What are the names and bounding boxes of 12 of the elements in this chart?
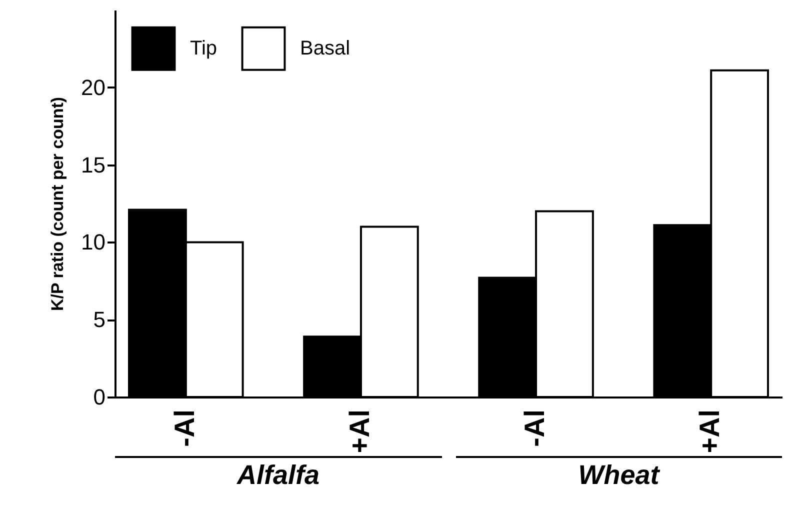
y-axis-title: K/P ratio (count per count)	[48, 96, 68, 312]
y-tick-label: 20	[81, 74, 106, 100]
legend-label: Basal	[300, 38, 350, 60]
y-tick-label: 5	[93, 307, 106, 332]
y-tick-label: 15	[81, 152, 106, 178]
text: Wheat	[456, 456, 782, 491]
text: Alfalfa	[115, 456, 442, 491]
x-tick-label: -Al	[168, 410, 200, 447]
y-tick-label: 0	[93, 384, 106, 410]
x-tick-label: -Al	[519, 410, 550, 447]
y-tick-label: 10	[81, 230, 106, 255]
legend-label: Tip	[190, 38, 218, 60]
